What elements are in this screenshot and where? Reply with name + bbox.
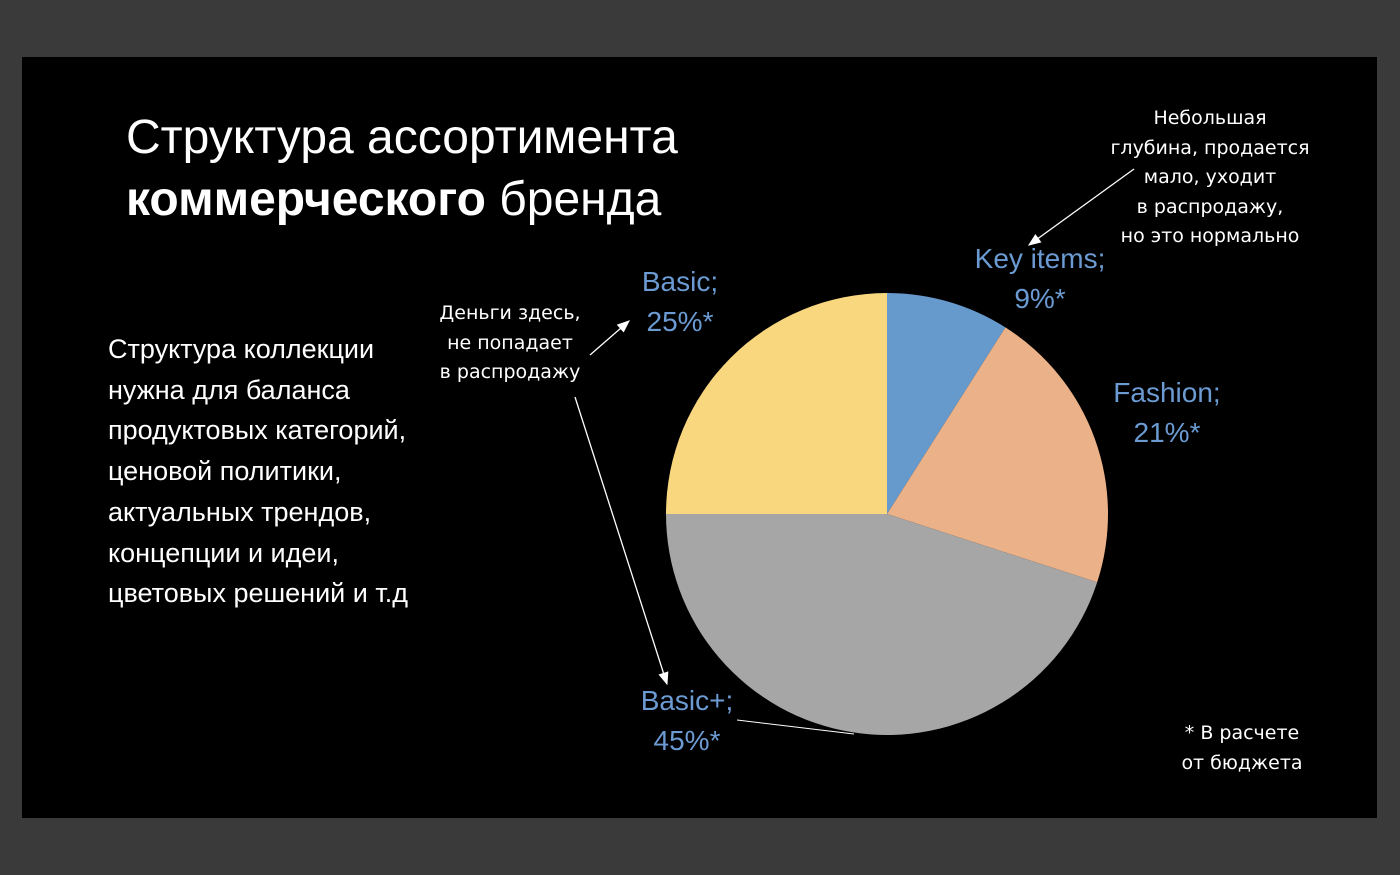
slide-title: Структура ассортимента коммерческого бре…	[126, 107, 678, 231]
arrow-basic-note	[589, 320, 630, 356]
arrow-key-items-note	[1027, 168, 1135, 246]
annotation-arrows	[574, 168, 1135, 735]
note-basic: Деньги здесь, не попадает в распродажу	[439, 302, 581, 383]
pie-slice-1	[887, 327, 1108, 583]
slice-label-0: Key items;	[975, 243, 1106, 274]
arrow-basic-plus-note	[574, 396, 669, 686]
title-bold-word: коммерческого	[126, 173, 486, 226]
slice-value-label-0: 9%*	[1014, 283, 1065, 314]
slice-value-label-2: 45%*	[654, 725, 721, 756]
note-budget: * В расчете от бюджета	[1181, 722, 1303, 774]
slice-value-label-3: 25%*	[647, 306, 714, 337]
pie-slice-0	[887, 293, 1006, 514]
pie-slice-2	[666, 514, 1098, 736]
slice-label-2: Basic+;	[641, 685, 734, 716]
slide: Структура ассортимента коммерческого бре…	[22, 57, 1377, 818]
slice-label-1: Fashion;	[1113, 377, 1220, 408]
body-text: Структура коллекции нужна для баланса пр…	[108, 334, 408, 609]
pie-chart: Key items; 9%* Fashion; 21%* Basic+; 45%* Basi…	[574, 168, 1221, 756]
slice-value-label-1: 21%*	[1134, 417, 1201, 448]
slice-label-3: Basic;	[642, 266, 718, 297]
note-key-items: Небольшая глубина, продается мало, уходит в…	[1110, 107, 1310, 247]
title-rest: бренда	[485, 173, 662, 226]
pie-slice-3	[666, 293, 887, 514]
title-line-1: Структура ассортимента	[126, 111, 678, 164]
basic-plus-leader-line	[736, 719, 855, 735]
title-line-2: коммерческого бренда	[126, 169, 678, 231]
